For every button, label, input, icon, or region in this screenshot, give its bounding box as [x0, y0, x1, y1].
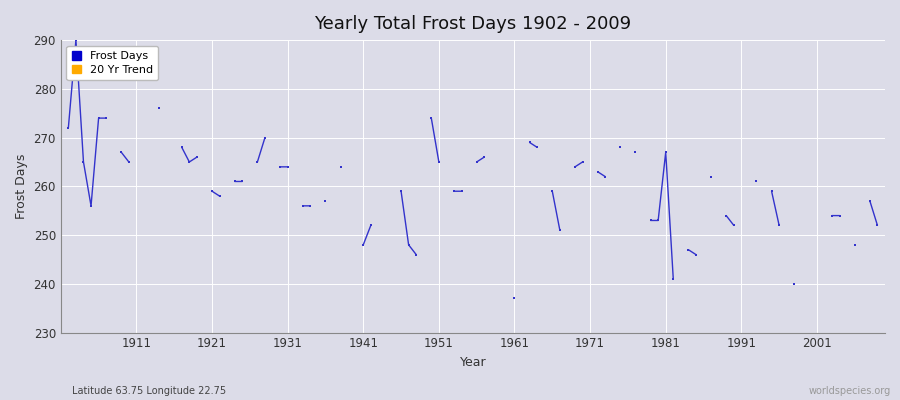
Y-axis label: Frost Days: Frost Days	[15, 154, 28, 219]
Title: Yearly Total Frost Days 1902 - 2009: Yearly Total Frost Days 1902 - 2009	[314, 15, 632, 33]
Text: worldspecies.org: worldspecies.org	[809, 386, 891, 396]
X-axis label: Year: Year	[460, 356, 486, 369]
Text: Latitude 63.75 Longitude 22.75: Latitude 63.75 Longitude 22.75	[72, 386, 226, 396]
Legend: Frost Days, 20 Yr Trend: Frost Days, 20 Yr Trend	[67, 46, 158, 80]
